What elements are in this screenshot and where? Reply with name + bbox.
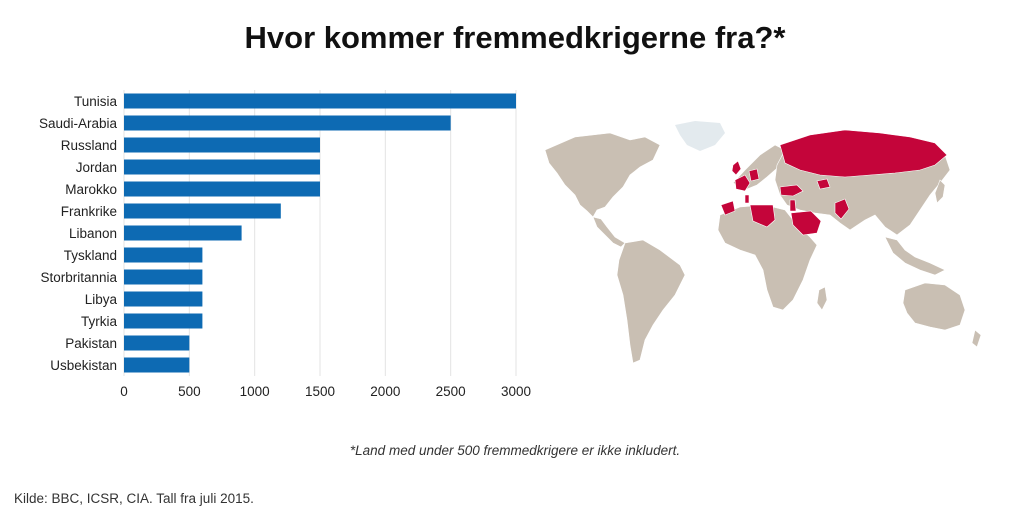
map-japan [934,179,946,204]
chart-title: Hvor kommer fremmedkrigerne fra?* [244,20,786,55]
category-label: Pakistan [65,336,117,351]
map-russland [779,129,948,178]
map-madagascar [816,286,828,311]
x-tick-label: 2000 [370,384,400,399]
source-note: Kilde: BBC, ICSR, CIA. Tall fra juli 201… [14,491,254,506]
map-australia [902,282,966,331]
map-southeast-asia [884,236,946,276]
category-label: Usbekistan [50,358,117,373]
map-greenland [675,121,725,151]
map-central-america [592,216,626,248]
category-label: Russland [61,138,117,153]
category-label: Frankrike [61,204,117,219]
map-frankrike [734,174,751,192]
map-tyrkia [779,184,804,197]
map-marokko [720,200,736,216]
category-label: Tyrkia [81,314,117,329]
map-south-america [616,239,686,364]
bar [124,313,203,329]
bar [124,203,281,219]
bar [124,247,203,263]
world-map [544,121,982,364]
bar [124,115,451,131]
category-label: Libya [85,292,118,307]
category-label: Tyskland [64,248,117,263]
bar [124,225,242,241]
map-north-america [544,132,661,218]
category-label: Storbritannia [40,270,117,285]
map-storbritannia [731,160,742,176]
x-tick-label: 500 [178,384,201,399]
bar [124,291,203,307]
map-highlights [720,129,948,236]
map-new-zealand [971,329,982,348]
bar [124,269,203,285]
bar [124,137,320,153]
map-libya [749,204,776,228]
x-tick-label: 2500 [436,384,466,399]
bar [124,181,320,197]
category-label: Libanon [69,226,117,241]
category-label: Marokko [65,182,117,197]
x-tick-label: 3000 [501,384,531,399]
bar [124,159,320,175]
map-tyskland [748,168,760,182]
x-tick-label: 0 [120,384,128,399]
category-label: Tunisia [74,94,118,109]
x-tick-label: 1500 [305,384,335,399]
map-libanon-jordan [789,199,797,212]
map-usbekistan [816,178,831,190]
footnote: *Land med under 500 fremmedkrigere er ik… [349,443,681,458]
map-tunisia [744,194,750,204]
map-pakistan [834,198,850,220]
bar [124,335,190,351]
map-africa [717,204,818,311]
bar-chart: Tunisia Saudi-Arabia Russland Jordan Marokko… [39,90,531,399]
map-saudi-arabia [790,210,822,236]
category-label: Jordan [76,160,117,175]
category-label: Saudi-Arabia [39,116,118,131]
x-tick-label: 1000 [240,384,270,399]
bar [124,93,516,109]
bar [124,357,190,373]
